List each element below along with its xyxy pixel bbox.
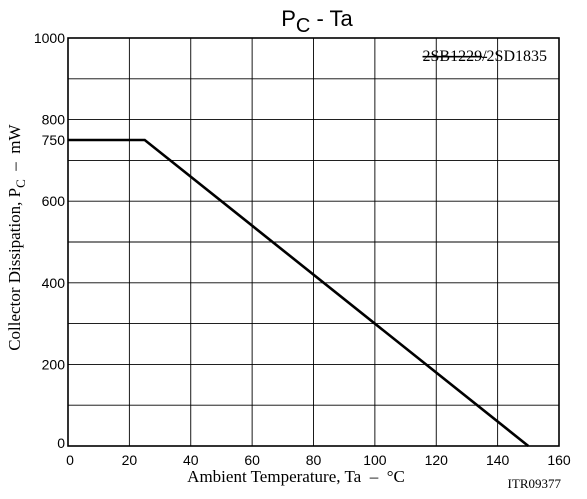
annotation-part: 2SD1835: [487, 48, 547, 65]
x-axis-label: Ambient Temperature, Ta – °C: [187, 467, 405, 486]
x-tick-label: 100: [363, 452, 387, 468]
y-axis-label-sub: C: [13, 179, 28, 188]
plot-frame: [67, 37, 560, 447]
y-tick-label: 200: [42, 356, 66, 372]
y-tick-label: 800: [42, 112, 66, 128]
part-annotation: 2SB1229/2SD1835: [423, 48, 547, 65]
tick-labels: 0 20 40 60 80 100 120 140 160 0 200 400 600 750 800 100…: [34, 30, 571, 468]
y-tick-label: 600: [42, 193, 66, 209]
y-axis-label-rest: – mW: [5, 123, 24, 179]
x-tick-label: 120: [425, 452, 449, 468]
grid-lines: [67, 37, 560, 447]
chart-title-main: P: [281, 6, 296, 31]
x-tick-label: 160: [547, 452, 571, 468]
y-tick-label: 0: [57, 435, 65, 451]
x-tick-label: 140: [486, 452, 510, 468]
annotation-slash: /: [482, 48, 487, 65]
x-tick-label: 20: [122, 452, 138, 468]
x-tick-label: 60: [244, 452, 260, 468]
chart-title-rest: - Ta: [310, 6, 353, 31]
series-line: [68, 138, 530, 448]
x-tick-label: 40: [183, 452, 199, 468]
figure-id: ITR09377: [508, 476, 562, 491]
y-axis-label-main: Collector Dissipation, P: [5, 188, 24, 351]
y-tick-label: 750: [42, 132, 66, 148]
x-tick-label: 80: [306, 452, 322, 468]
chart-title-sub: C: [296, 15, 310, 37]
x-tick-label: 0: [66, 452, 74, 468]
annotation-struck-part: 2SB1229: [423, 48, 483, 65]
y-tick-label: 1000: [34, 30, 65, 46]
y-tick-label: 400: [42, 275, 66, 291]
y-axis-label: Collector Dissipation, PC – mW: [5, 112, 28, 372]
chart-title: PC - Ta: [281, 6, 353, 37]
series-group: [68, 138, 530, 448]
